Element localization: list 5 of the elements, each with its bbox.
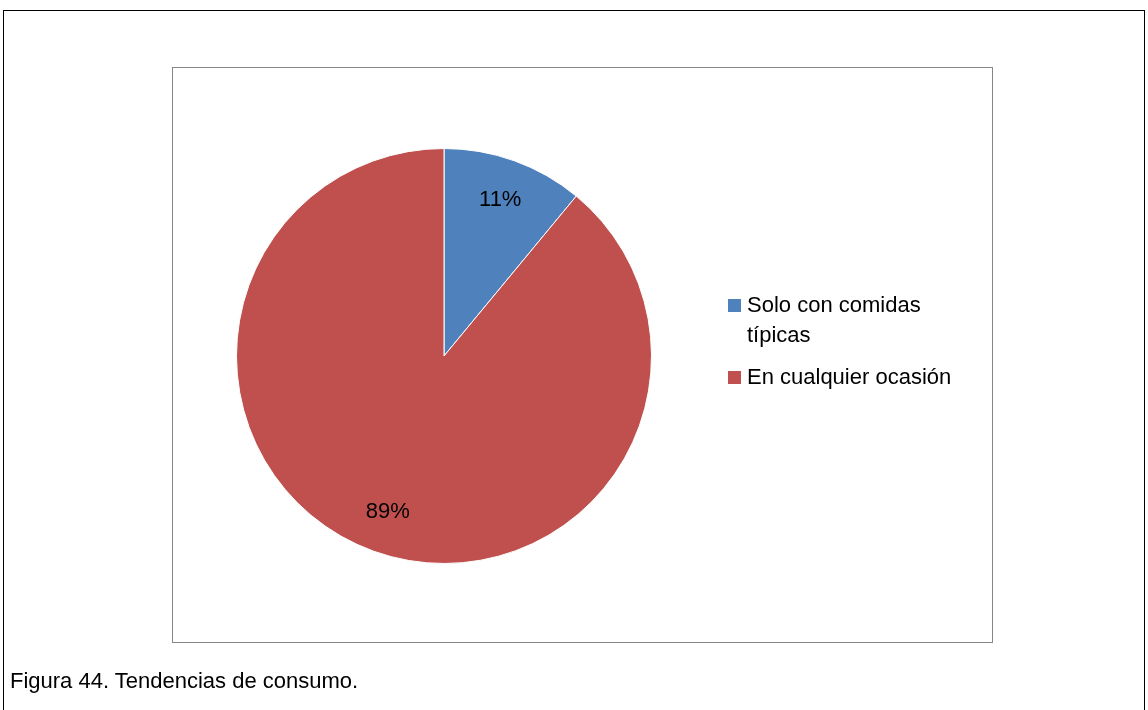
data-label: 11%	[479, 185, 522, 211]
legend-label: En cualquier ocasión	[747, 363, 952, 391]
data-label: 89%	[365, 498, 410, 524]
legend-label: Solo con comidas típicas	[747, 291, 922, 349]
text: Figura 44. Tendencias de consumo.	[10, 668, 359, 694]
